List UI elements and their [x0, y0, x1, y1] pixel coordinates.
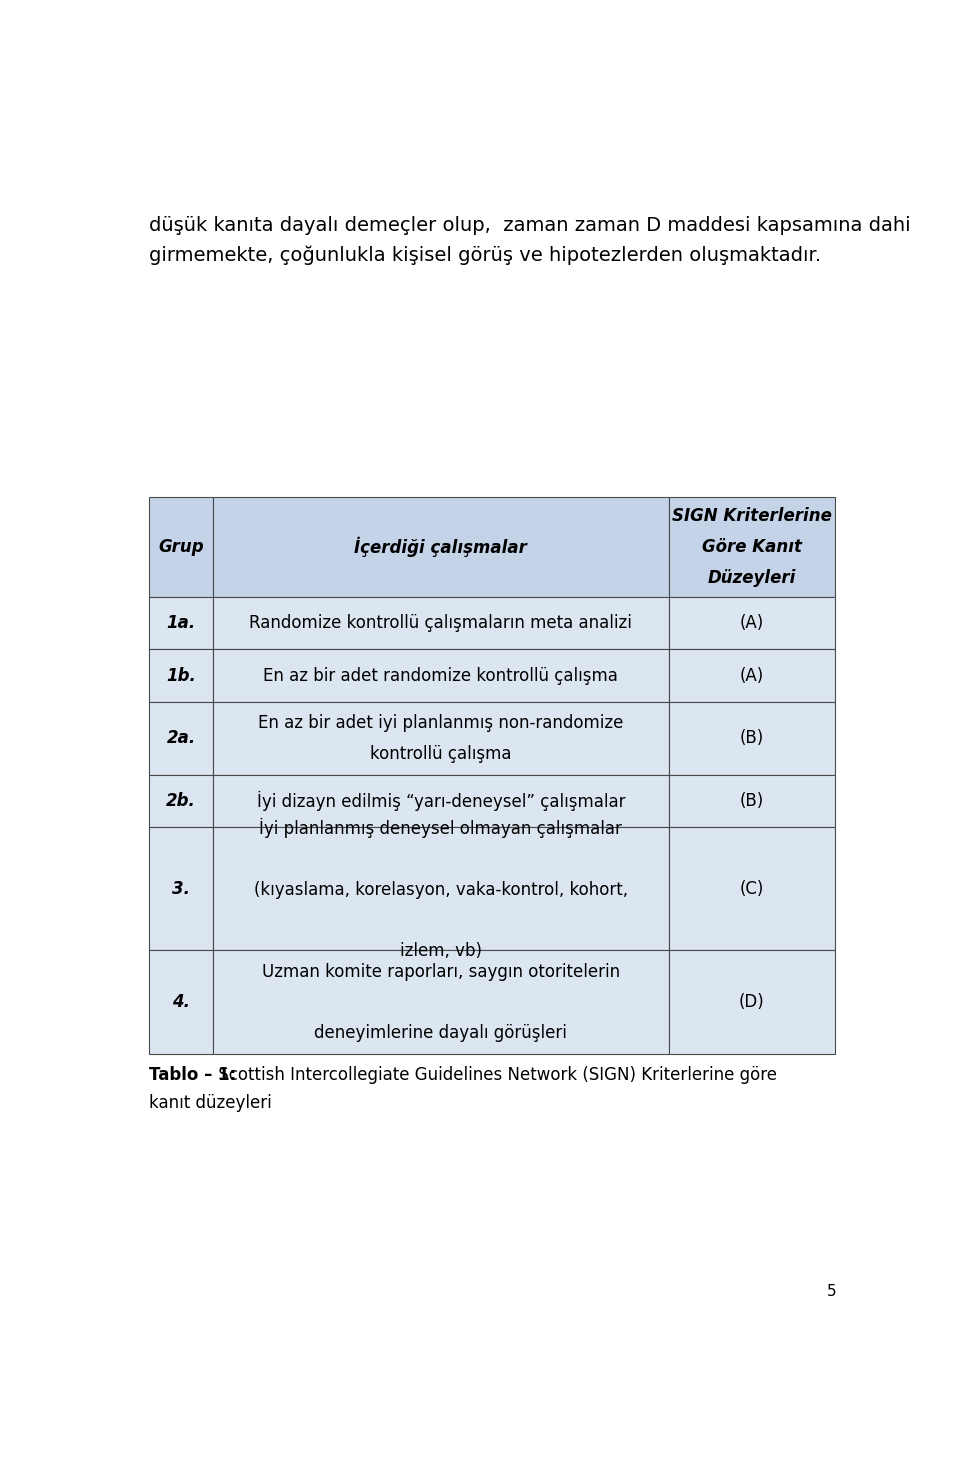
Text: (A): (A) — [739, 666, 764, 684]
Text: Randomize kontrollü çalışmaların meta analizi: Randomize kontrollü çalışmaların meta an… — [250, 614, 633, 632]
Bar — [213, 650, 669, 702]
Bar — [669, 775, 834, 827]
Text: (C): (C) — [739, 880, 764, 898]
Bar — [669, 597, 834, 650]
Bar — [150, 497, 213, 597]
Text: İyi dizayn edilmiş “yarı-deneysel” çalışmalar: İyi dizayn edilmiş “yarı-deneysel” çalış… — [256, 791, 625, 812]
Bar — [150, 775, 213, 827]
Text: Grup: Grup — [158, 537, 204, 556]
Text: 2a.: 2a. — [167, 729, 196, 748]
Text: (A): (A) — [739, 614, 764, 632]
Text: (B): (B) — [739, 729, 764, 748]
Text: 3.: 3. — [172, 880, 190, 898]
Bar — [669, 827, 834, 950]
Text: İyi planlanmış deneysel olmayan çalışmalar

(kıyaslama, korelasyon, vaka-kontrol: İyi planlanmış deneysel olmayan çalışmal… — [253, 818, 628, 960]
Bar — [669, 497, 834, 597]
Bar — [669, 650, 834, 702]
Bar — [669, 702, 834, 775]
Bar — [213, 497, 669, 597]
Text: (B): (B) — [739, 792, 764, 810]
Text: girmemekte, çoğunlukla kişisel görüş ve hipotezlerden oluşmaktadır.: girmemekte, çoğunlukla kişisel görüş ve … — [150, 245, 822, 264]
Bar — [150, 650, 213, 702]
Bar — [213, 775, 669, 827]
Bar — [213, 827, 669, 950]
Text: En az bir adet iyi planlanmış non-randomize
kontrollü çalışma: En az bir adet iyi planlanmış non-random… — [258, 714, 624, 763]
Text: İçerdiği çalışmalar: İçerdiği çalışmalar — [354, 537, 527, 556]
Bar — [213, 597, 669, 650]
Text: SIGN Kriterlerine
Göre Kanıt
Düzeyleri: SIGN Kriterlerine Göre Kanıt Düzeyleri — [672, 508, 831, 586]
Bar — [213, 702, 669, 775]
Text: 5: 5 — [828, 1284, 837, 1298]
Text: 2b.: 2b. — [166, 792, 196, 810]
Bar — [150, 597, 213, 650]
Text: 4.: 4. — [172, 993, 190, 1012]
Text: En az bir adet randomize kontrollü çalışma: En az bir adet randomize kontrollü çalış… — [263, 666, 618, 684]
Bar — [669, 950, 834, 1054]
Text: kanıt düzeyleri: kanıt düzeyleri — [150, 1094, 273, 1112]
Text: Scottish Intercollegiate Guidelines Network (SIGN) Kriterlerine göre: Scottish Intercollegiate Guidelines Netw… — [213, 1066, 777, 1083]
Text: 1a.: 1a. — [167, 614, 196, 632]
Text: düşük kanıta dayalı demeçler olup,  zaman zaman D maddesi kapsamına dahi: düşük kanıta dayalı demeçler olup, zaman… — [150, 215, 911, 234]
Text: Uzman komite raporları, saygın otoritelerin

deneyimlerine dayalı görüşleri: Uzman komite raporları, saygın otoritele… — [262, 963, 620, 1042]
Text: Tablo – 1:: Tablo – 1: — [150, 1066, 237, 1083]
Text: 1b.: 1b. — [166, 666, 196, 684]
Bar — [150, 827, 213, 950]
Text: (D): (D) — [739, 993, 764, 1012]
Bar — [150, 950, 213, 1054]
Bar — [213, 950, 669, 1054]
Bar — [150, 702, 213, 775]
